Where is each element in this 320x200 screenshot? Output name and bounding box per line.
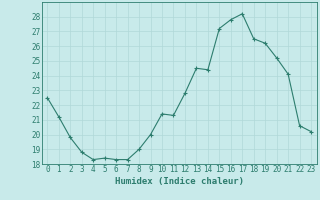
- X-axis label: Humidex (Indice chaleur): Humidex (Indice chaleur): [115, 177, 244, 186]
